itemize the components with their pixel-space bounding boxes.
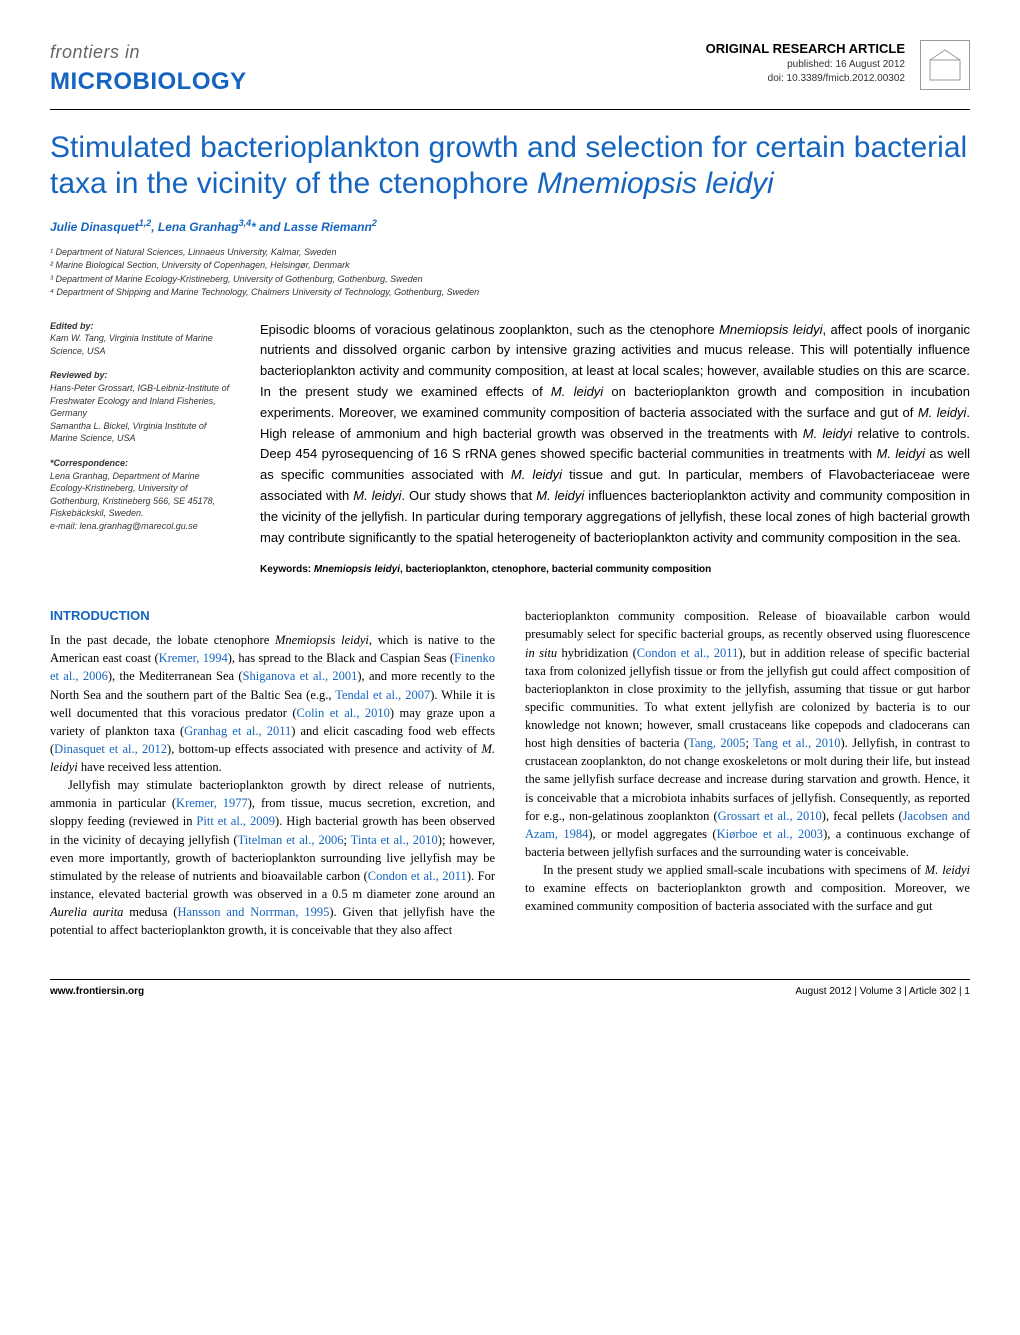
journal-brand: frontiers in MICROBIOLOGY <box>50 40 247 99</box>
correspondence-section: *Correspondence: Lena Granhag, Departmen… <box>50 457 230 533</box>
journal-prefix: frontiers in <box>50 40 247 65</box>
reviewed-text-1: Hans-Peter Grossart, IGB-Leibniz-Institu… <box>50 382 230 420</box>
publisher-logo-icon <box>920 40 970 90</box>
authors-and: and <box>256 220 284 234</box>
article-meta: ORIGINAL RESEARCH ARTICLE published: 16 … <box>706 40 905 86</box>
author-1-sup: 1,2 <box>139 218 152 228</box>
affiliation-3: ³ Department of Marine Ecology-Kristineb… <box>50 273 970 287</box>
article-title: Stimulated bacterioplankton growth and s… <box>50 130 970 202</box>
affiliation-4: ⁴ Department of Shipping and Marine Tech… <box>50 286 970 300</box>
body-column-right: bacterioplankton community composition. … <box>525 607 970 939</box>
article-type: ORIGINAL RESEARCH ARTICLE <box>706 40 905 58</box>
correspondence-text: Lena Granhag, Department of Marine Ecolo… <box>50 470 230 520</box>
correspondence-email: e-mail: lena.granhag@marecol.gu.se <box>50 520 230 533</box>
abstract-row: Edited by: Kam W. Tang, Virginia Institu… <box>50 320 970 578</box>
author-1: Julie Dinasquet <box>50 220 139 234</box>
intro-p3: bacterioplankton community composition. … <box>525 607 970 861</box>
body-columns: INTRODUCTION In the past decade, the lob… <box>50 607 970 939</box>
author-3: Lasse Riemann <box>284 220 372 234</box>
abstract-column: Episodic blooms of voracious gelatinous … <box>260 320 970 578</box>
footer-url[interactable]: www.frontiersin.org <box>50 985 144 999</box>
keywords-rest: , bacterioplankton, ctenophore, bacteria… <box>400 564 711 575</box>
keywords: Keywords: Mnemiopsis leidyi, bacteriopla… <box>260 563 970 577</box>
author-3-sup: 2 <box>372 218 377 228</box>
keywords-label: Keywords: <box>260 564 314 575</box>
edited-heading: Edited by: <box>50 320 230 333</box>
title-text: Stimulated bacterioplankton growth and s… <box>50 131 967 200</box>
header-divider <box>50 109 970 110</box>
intro-p2: Jellyfish may stimulate bacterioplankton… <box>50 776 495 939</box>
edited-text: Kam W. Tang, Virginia Institute of Marin… <box>50 332 230 357</box>
edited-by-section: Edited by: Kam W. Tang, Virginia Institu… <box>50 320 230 358</box>
body-column-left: INTRODUCTION In the past decade, the lob… <box>50 607 495 939</box>
logo-svg <box>925 45 965 85</box>
affiliation-2: ² Marine Biological Section, University … <box>50 259 970 273</box>
reviewed-heading: Reviewed by: <box>50 369 230 382</box>
title-species: Mnemiopsis leidyi <box>537 167 774 200</box>
authors-line: Julie Dinasquet1,2, Lena Granhag3,4* and… <box>50 217 970 236</box>
journal-name: MICROBIOLOGY <box>50 65 247 99</box>
abstract-text: Episodic blooms of voracious gelatinous … <box>260 320 970 549</box>
reviewed-text-2: Samantha L. Bickel, Virginia Institute o… <box>50 420 230 445</box>
introduction-heading: INTRODUCTION <box>50 607 495 626</box>
author-2-sup: 3,4 <box>239 218 252 228</box>
editorial-sidebar: Edited by: Kam W. Tang, Virginia Institu… <box>50 320 230 578</box>
affiliation-1: ¹ Department of Natural Sciences, Linnae… <box>50 246 970 260</box>
correspondence-heading: *Correspondence: <box>50 457 230 470</box>
header-right: ORIGINAL RESEARCH ARTICLE published: 16 … <box>706 40 970 90</box>
page-header: frontiers in MICROBIOLOGY ORIGINAL RESEA… <box>50 40 970 99</box>
intro-p1: In the past decade, the lobate ctenophor… <box>50 631 495 776</box>
author-2: Lena Granhag <box>158 220 239 234</box>
doi: doi: 10.3389/fmicb.2012.00302 <box>706 72 905 86</box>
footer-pageinfo: August 2012 | Volume 3 | Article 302 | 1 <box>795 985 970 999</box>
page-footer: www.frontiersin.org August 2012 | Volume… <box>50 979 970 999</box>
affiliations: ¹ Department of Natural Sciences, Linnae… <box>50 246 970 300</box>
keywords-species: Mnemiopsis leidyi <box>314 564 400 575</box>
intro-p4: In the present study we applied small-sc… <box>525 861 970 915</box>
reviewed-by-section: Reviewed by: Hans-Peter Grossart, IGB-Le… <box>50 369 230 445</box>
published-date: published: 16 August 2012 <box>706 58 905 72</box>
